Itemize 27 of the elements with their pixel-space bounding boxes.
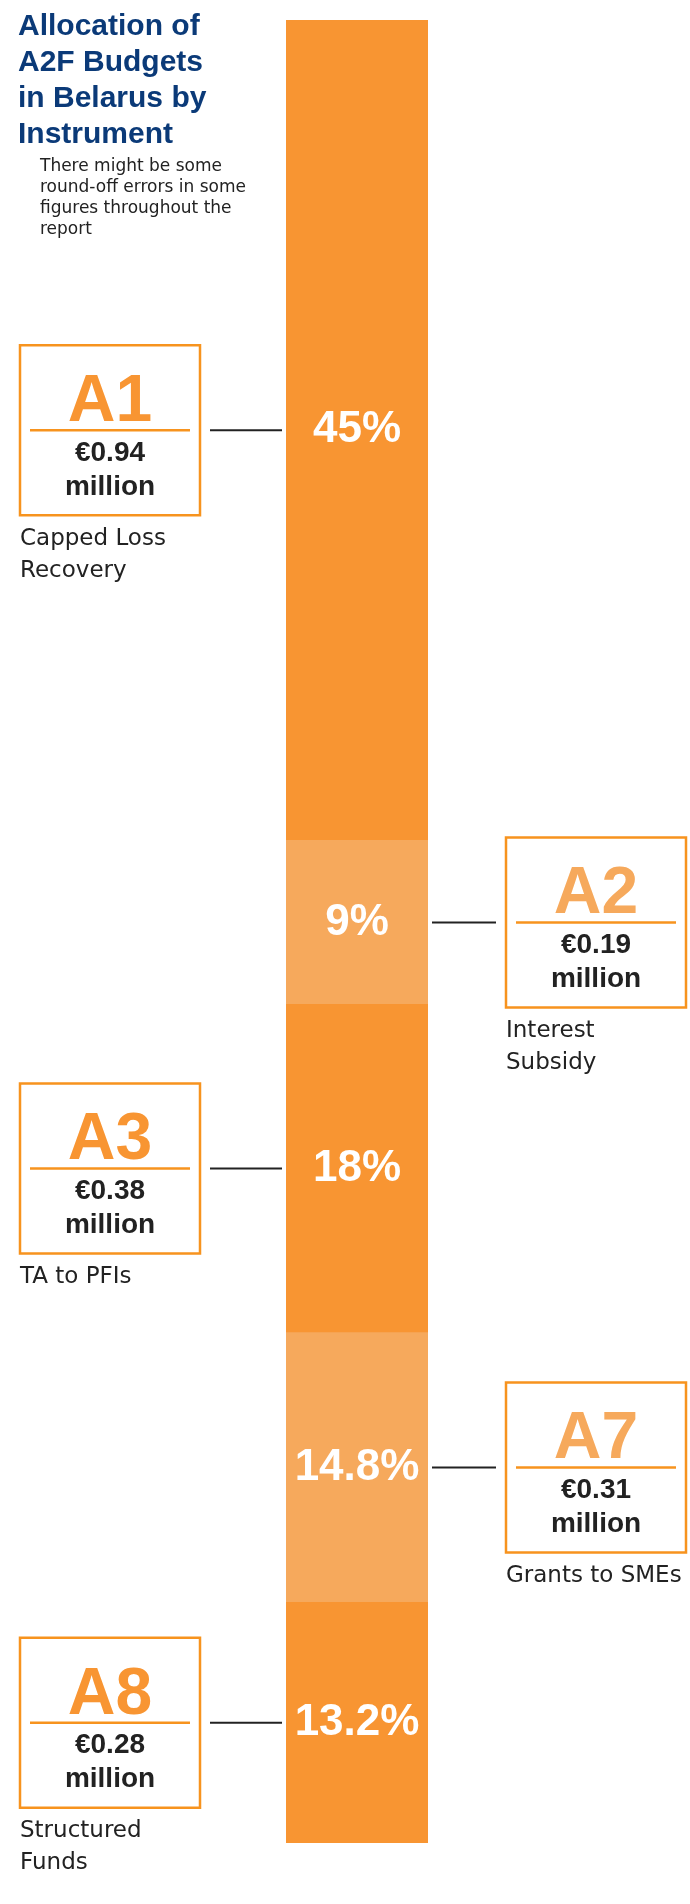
text: €0.31 million [550, 1473, 642, 1539]
bar [286, 1332, 428, 1603]
bar [286, 1602, 428, 1843]
text: Allocation of A2F Budgets in Belarus by Instrument [18, 8, 207, 150]
text: €0.38 million [64, 1174, 156, 1240]
text: A1 [67, 361, 153, 436]
series-label: A2 [553, 853, 639, 928]
text: €0.94 million [64, 435, 156, 501]
bar [286, 1004, 428, 1333]
series-label: A7 [553, 1398, 639, 1473]
text: Structured Funds [20, 1816, 142, 1875]
text: €0.28 million [64, 1728, 156, 1794]
text: Capped Loss Recovery [20, 523, 166, 582]
text: There might be some round-off errors in some figures throughout the report [39, 154, 246, 238]
text: €0.19 million [550, 928, 642, 994]
data-label: 18% [312, 1140, 402, 1190]
data-label: 14.8% [294, 1439, 420, 1489]
data-label: 45% [312, 402, 402, 452]
bar [286, 840, 428, 1005]
text: A8 [67, 1653, 153, 1728]
text: A3 [67, 1099, 153, 1174]
bar [286, 20, 428, 841]
data-label: 9% [325, 894, 389, 944]
text: Interest Subsidy [506, 1015, 597, 1074]
text: TA to PFIs [19, 1261, 132, 1288]
data-label: 13.2% [294, 1694, 420, 1744]
text: Grants to SMEs [506, 1560, 682, 1587]
